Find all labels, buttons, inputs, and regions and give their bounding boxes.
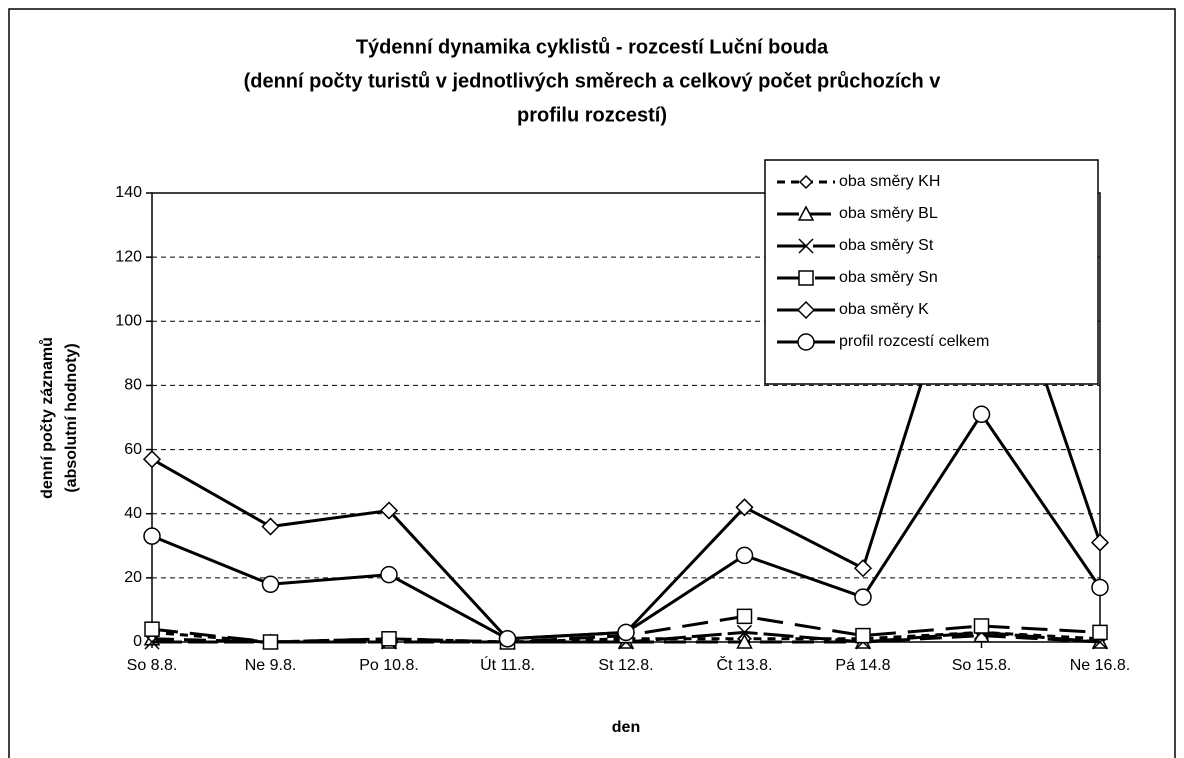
y-tick-label: 100 xyxy=(115,313,142,330)
marker xyxy=(736,633,753,649)
y-axis-title: denní počty záznamů xyxy=(39,337,56,499)
legend-label: oba směry St xyxy=(839,237,934,254)
marker xyxy=(798,174,814,190)
marker xyxy=(261,575,280,594)
marker xyxy=(855,627,871,644)
marker xyxy=(261,517,280,536)
marker xyxy=(379,501,399,520)
legend: oba směry KH oba směry BL oba směry St oba … xyxy=(764,159,1099,385)
marker xyxy=(142,450,162,469)
marker xyxy=(143,527,161,545)
legend-label: oba směry KH xyxy=(839,173,940,190)
marker xyxy=(1092,624,1108,641)
marker xyxy=(973,618,990,634)
marker xyxy=(798,270,814,286)
marker xyxy=(735,546,754,565)
y-tick-label: 60 xyxy=(124,441,142,458)
y-tick-label: 20 xyxy=(124,569,142,586)
marker xyxy=(617,623,635,642)
x-tick-label: So 15.8. xyxy=(952,657,1012,674)
marker xyxy=(854,588,872,606)
legend-label: oba směry BL xyxy=(839,205,938,222)
x-tick-label: So 8.8. xyxy=(127,657,178,674)
x-tick-label: Pá 14.8 xyxy=(835,657,890,674)
legend-box xyxy=(764,159,1099,385)
marker xyxy=(797,333,815,351)
chart-title: profilu rozcestí) xyxy=(517,104,667,126)
x-tick-label: Út 11.8. xyxy=(480,655,535,674)
marker xyxy=(736,624,753,640)
marker xyxy=(498,630,517,648)
x-tick-label: St 12.8. xyxy=(598,657,653,674)
legend-label: profil rozcestí celkem xyxy=(839,333,989,350)
marker xyxy=(796,300,816,320)
marker xyxy=(736,608,753,625)
marker xyxy=(735,498,754,517)
marker xyxy=(381,631,397,647)
x-tick-label: Ne 16.8. xyxy=(1070,657,1130,674)
marker xyxy=(798,238,814,254)
marker xyxy=(1091,578,1109,597)
marker xyxy=(380,565,398,584)
marker xyxy=(144,634,160,650)
legend-label: oba směry Sn xyxy=(839,269,938,286)
x-tick-label: Ne 9.8. xyxy=(245,657,297,674)
labels: Týdenní dynamika cyklistů - rozcestí Luč… xyxy=(39,36,1130,736)
y-tick-label: 140 xyxy=(115,184,142,201)
x-axis-title: den xyxy=(612,719,640,736)
marker xyxy=(972,405,991,424)
chart-title: Týdenní dynamika cyklistů - rozcestí Luč… xyxy=(356,36,829,58)
y-tick-label: 120 xyxy=(115,248,142,265)
marker xyxy=(144,621,160,637)
legend-label: oba směry K xyxy=(839,301,929,318)
x-tick-label: Po 10.8. xyxy=(359,657,419,674)
marker xyxy=(262,634,279,650)
y-tick-label: 80 xyxy=(124,377,142,394)
y-axis-title: (absolutní hodnoty) xyxy=(63,343,80,492)
marker xyxy=(1090,533,1110,552)
y-tick-label: 40 xyxy=(124,505,142,522)
marker xyxy=(853,559,873,578)
chart-title: (denní počty turistů v jednotlivých směr… xyxy=(244,70,942,92)
x-tick-label: Čt 13.8. xyxy=(716,655,772,674)
marker xyxy=(797,205,815,221)
y-tick-label: 0 xyxy=(133,633,142,650)
